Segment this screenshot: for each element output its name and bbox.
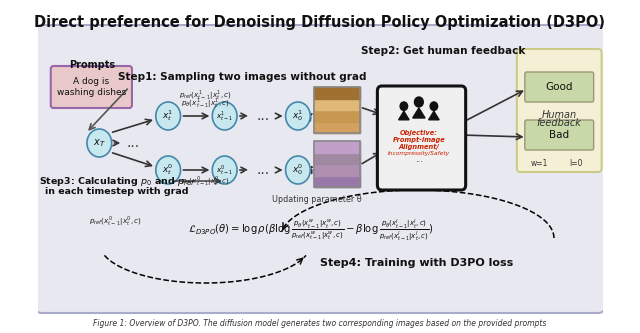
Bar	[314, 175, 360, 187]
Text: Alignment/: Alignment/	[399, 144, 439, 150]
Text: Bad: Bad	[549, 130, 570, 140]
Text: $x_{t-1}^1$: $x_{t-1}^1$	[216, 109, 234, 123]
Text: Step3: Calculating $p_0$ and $p_{ref}$: Step3: Calculating $p_0$ and $p_{ref}$	[38, 174, 195, 187]
FancyBboxPatch shape	[378, 86, 466, 190]
Polygon shape	[429, 111, 439, 120]
FancyBboxPatch shape	[35, 25, 605, 313]
Text: Step1: Sampling two images without grad: Step1: Sampling two images without grad	[118, 72, 367, 82]
Text: ...: ...	[257, 109, 270, 123]
Circle shape	[285, 156, 310, 184]
Circle shape	[400, 102, 408, 111]
Text: Direct preference for Denoising Diffusion Policy Optimization (D3PO): Direct preference for Denoising Diffusio…	[35, 15, 605, 30]
Text: Step2: Get human feedback: Step2: Get human feedback	[362, 46, 526, 56]
Circle shape	[430, 102, 438, 111]
Text: $p_{ref}(x_{t-1}^0|x_t^0,c)$: $p_{ref}(x_{t-1}^0|x_t^0,c)$	[89, 214, 141, 228]
Bar	[314, 164, 360, 175]
Bar	[314, 99, 360, 110]
Text: $x_T$: $x_T$	[93, 137, 106, 149]
Text: $x_{t-1}^0$: $x_{t-1}^0$	[216, 163, 234, 177]
Text: $p_\theta(x_{t-1}^1|x_t^1,c)$: $p_\theta(x_{t-1}^1|x_t^1,c)$	[180, 96, 230, 110]
Text: $x_0^1$: $x_0^1$	[292, 109, 303, 124]
Bar	[314, 153, 360, 164]
Text: Step4: Training with D3PO loss: Step4: Training with D3PO loss	[321, 258, 514, 268]
Polygon shape	[413, 108, 425, 118]
Text: $\mathcal{L}_{D3PO}(\theta) = \log \rho(\beta \log \frac{p_\theta(x_{t-1}^w|x_t^: $\mathcal{L}_{D3PO}(\theta) = \log \rho(…	[188, 217, 434, 243]
Text: $p_\theta(x_{t-1}^0|x_t^0,c)$: $p_\theta(x_{t-1}^0|x_t^0,c)$	[180, 174, 230, 188]
Circle shape	[156, 102, 180, 130]
Text: l=0: l=0	[569, 160, 583, 168]
Bar	[314, 110, 360, 122]
Circle shape	[212, 156, 237, 184]
Bar	[314, 87, 360, 99]
Circle shape	[212, 102, 237, 130]
Text: in each timestep with grad: in each timestep with grad	[45, 186, 189, 195]
FancyBboxPatch shape	[314, 87, 360, 133]
Text: $x_0^0$: $x_0^0$	[292, 163, 304, 177]
Text: Updating parameter θ: Updating parameter θ	[271, 195, 362, 204]
FancyBboxPatch shape	[525, 120, 594, 150]
Text: Human: Human	[541, 110, 577, 120]
Circle shape	[285, 102, 310, 130]
Text: ...: ...	[126, 136, 140, 150]
Circle shape	[87, 129, 111, 157]
Text: ...: ...	[415, 156, 423, 165]
Text: $p_{ref}(x_{t-1}^1|x_t^1,c)$: $p_{ref}(x_{t-1}^1|x_t^1,c)$	[179, 88, 232, 102]
Text: Figure 1: Overview of D3PO. The diffusion model generates two corresponding imag: Figure 1: Overview of D3PO. The diffusio…	[93, 319, 547, 328]
FancyBboxPatch shape	[525, 72, 594, 102]
Bar	[314, 122, 360, 133]
Text: feedback: feedback	[537, 118, 582, 128]
Bar	[314, 141, 360, 153]
Text: Good: Good	[545, 82, 573, 92]
Circle shape	[156, 156, 180, 184]
Text: $x_t^1$: $x_t^1$	[163, 109, 174, 124]
Polygon shape	[399, 111, 409, 120]
Text: w=1: w=1	[531, 160, 548, 168]
Text: $x_t^0$: $x_t^0$	[163, 163, 174, 177]
Circle shape	[415, 97, 423, 107]
Text: Incompressity/Safety: Incompressity/Safety	[388, 152, 450, 157]
Text: ...: ...	[257, 163, 270, 177]
Text: Objective:: Objective:	[400, 130, 438, 136]
FancyBboxPatch shape	[314, 141, 360, 187]
Text: A dog is
washing dishes: A dog is washing dishes	[57, 77, 126, 97]
FancyBboxPatch shape	[517, 49, 602, 172]
FancyBboxPatch shape	[51, 66, 132, 108]
Text: Prompts: Prompts	[69, 60, 115, 70]
Text: Prompt-image: Prompt-image	[392, 137, 445, 143]
